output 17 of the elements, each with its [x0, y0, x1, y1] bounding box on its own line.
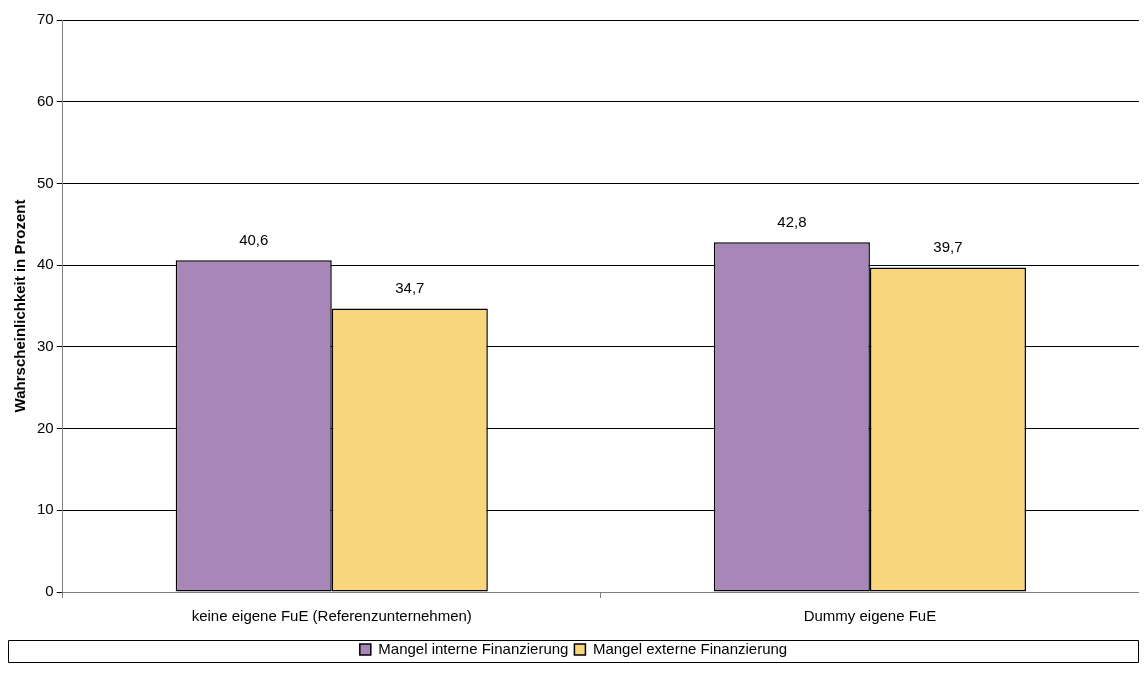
y-tick-label: 0 [45, 582, 54, 600]
y-axis-title: Wahrscheinlichkeit in Prozent [11, 199, 29, 413]
data-label: 39,7 [933, 238, 963, 256]
y-tick-label: 10 [37, 500, 54, 518]
data-label: 34,7 [395, 279, 425, 297]
y-tick-label: 70 [37, 10, 54, 28]
x-tick-label: keine eigene FuE (Referenzunternehmen) [191, 607, 472, 625]
y-tick-label: 50 [37, 173, 54, 191]
legend-label: Mangel interne Finanzierung [378, 639, 569, 657]
y-tick-label: 20 [37, 418, 54, 436]
y-tick-label: 60 [37, 91, 54, 109]
data-label: 40,6 [239, 230, 269, 248]
x-tick-label: Dummy eigene FuE [803, 607, 937, 625]
legend-label: Mangel externe Finanzierung [592, 639, 788, 657]
data-label: 42,8 [777, 212, 807, 230]
y-tick-label: 30 [37, 337, 54, 354]
y-tick-label: 40 [37, 255, 54, 273]
